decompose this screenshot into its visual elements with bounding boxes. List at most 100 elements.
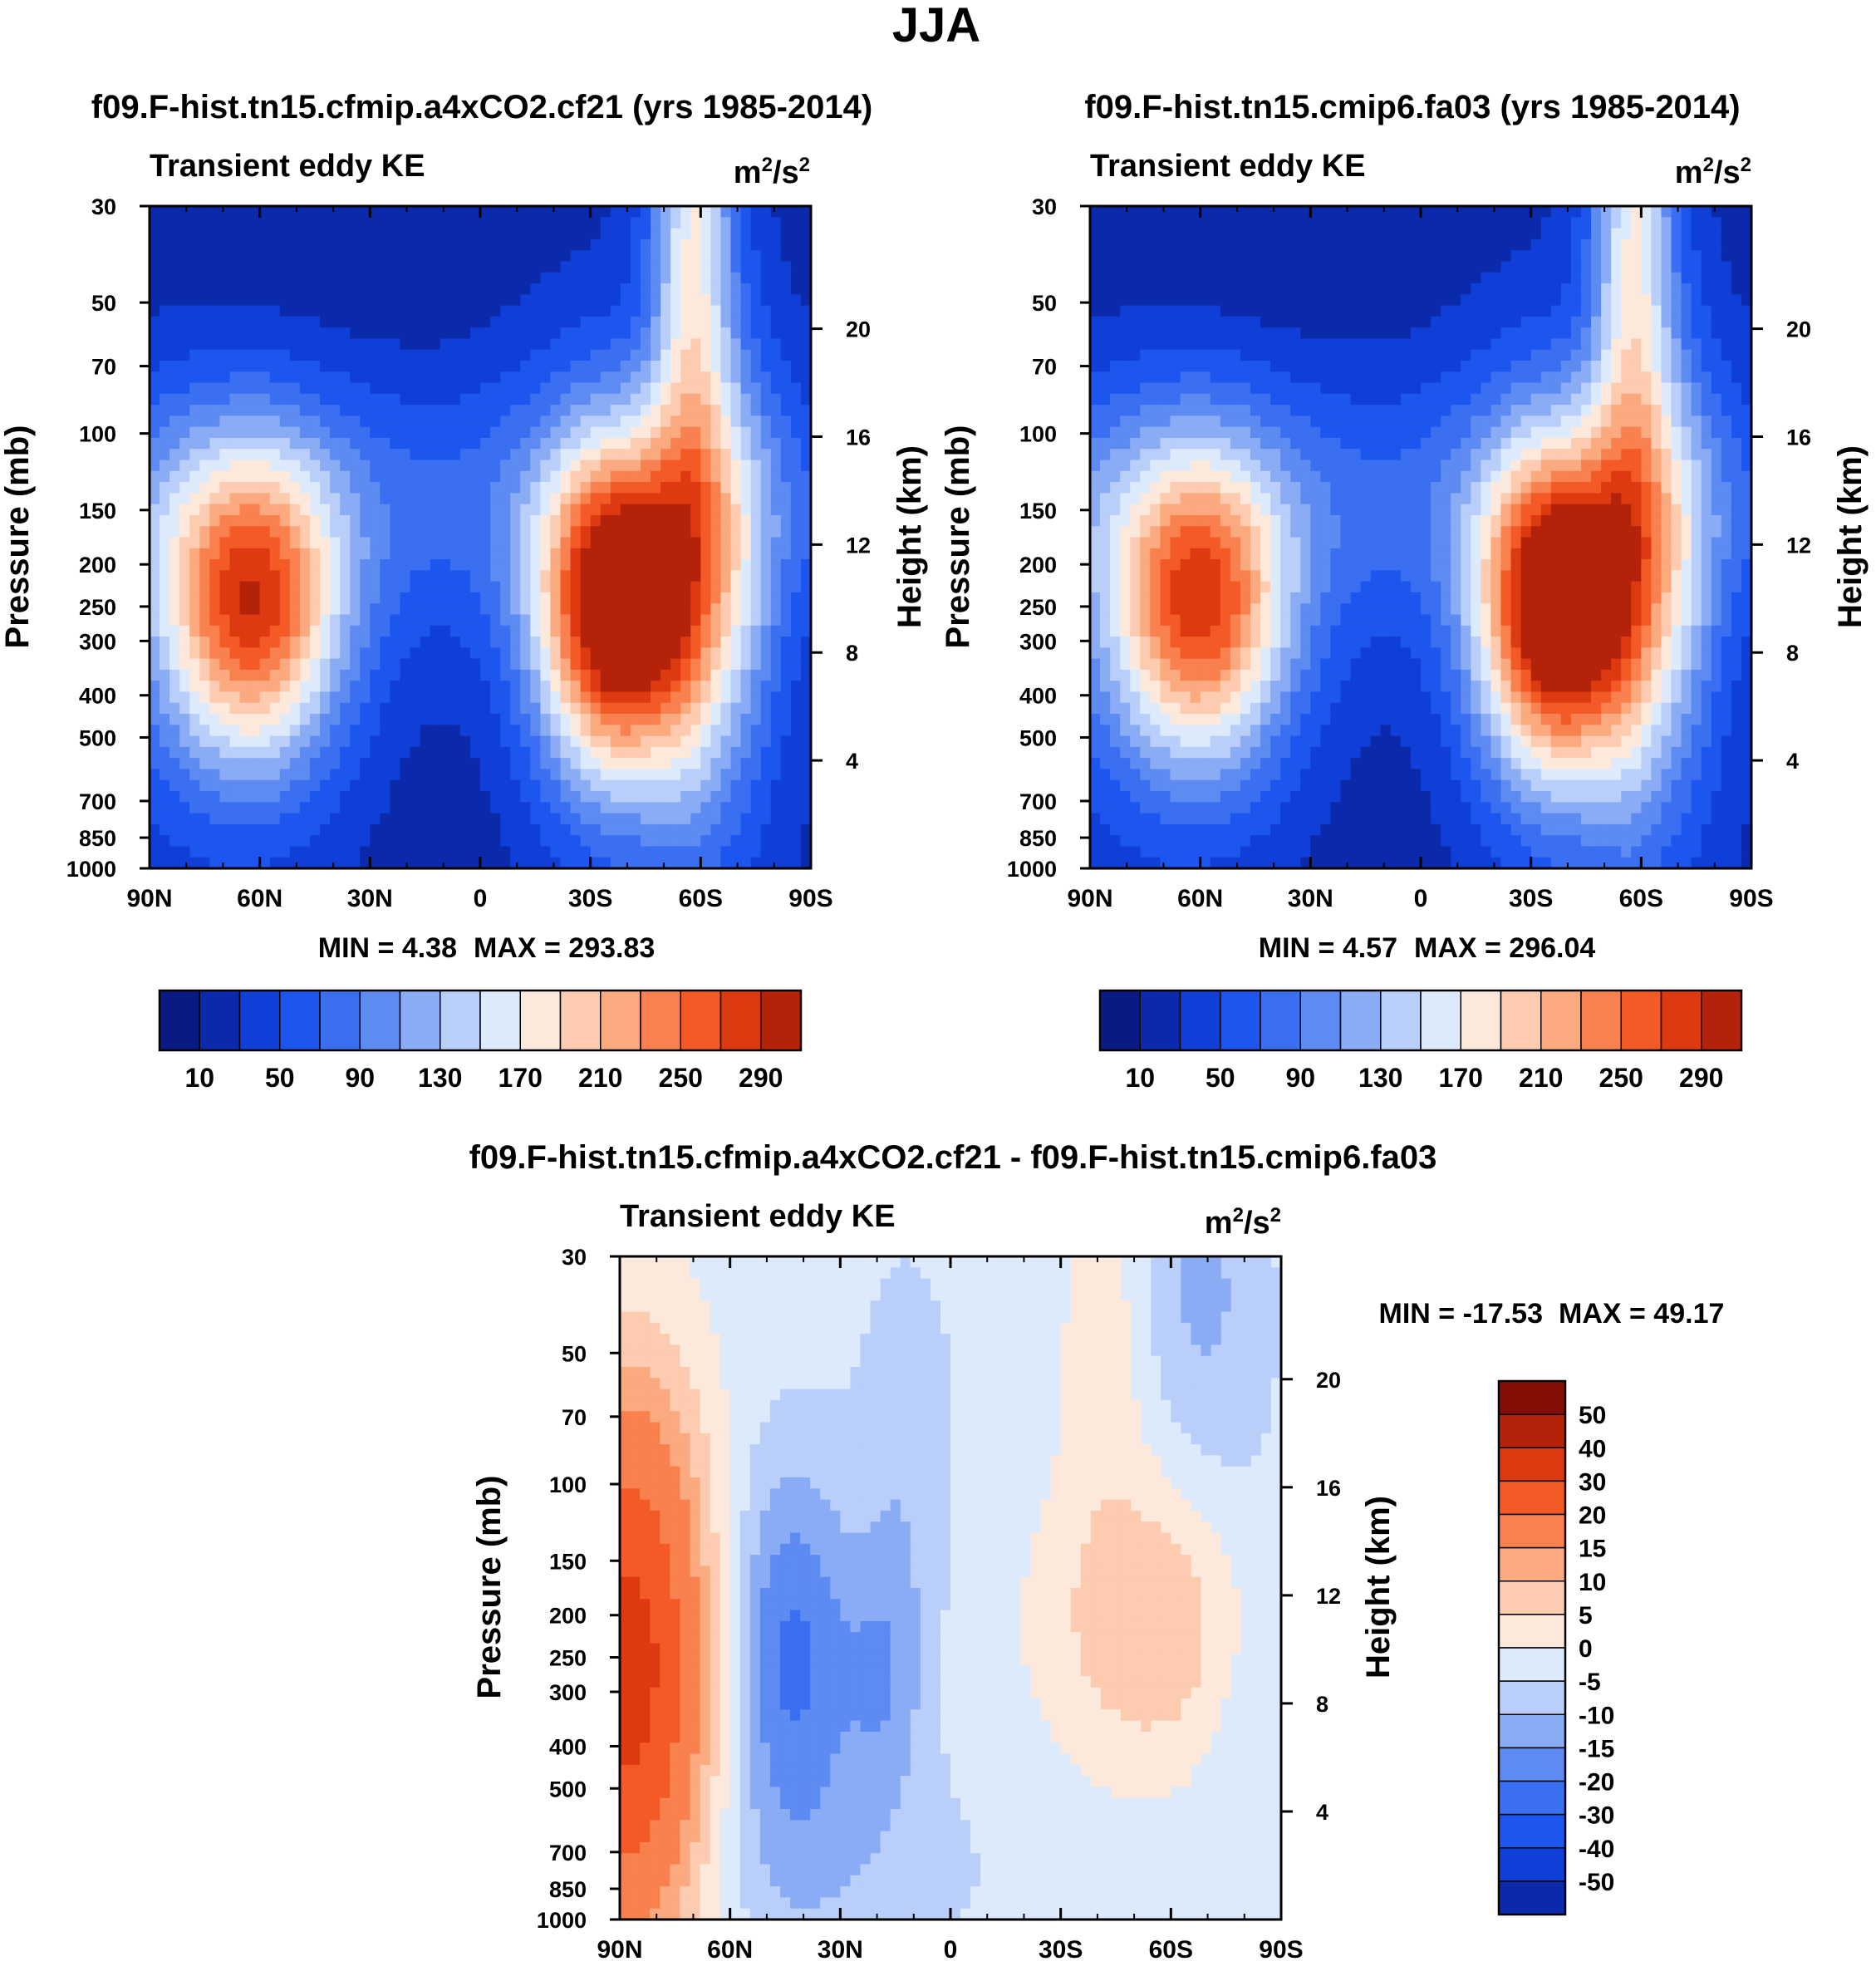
heat-cell — [490, 460, 501, 472]
heat-cell — [1530, 327, 1542, 339]
heat-cell — [750, 592, 762, 604]
heat-cell — [360, 548, 371, 560]
heat-cell — [249, 504, 261, 516]
heat-cell — [320, 548, 331, 560]
heat-cell — [580, 835, 592, 848]
heat-cell — [370, 426, 381, 439]
heat-cell — [199, 714, 210, 725]
heat-cell — [209, 415, 221, 428]
heat-cell — [490, 570, 501, 583]
heat-cell — [1461, 261, 1471, 273]
heat-cell — [530, 415, 541, 428]
heat-cell — [350, 493, 361, 505]
heat-cell — [1621, 305, 1632, 317]
panel-top-left: f09.F-hist.tn15.cfmip.a4xCO2.cf21 (yrs 1… — [0, 89, 928, 1093]
heat-cell — [390, 360, 401, 372]
heat-cell — [440, 426, 451, 439]
heat-cell — [800, 725, 812, 737]
heat-cell — [320, 681, 331, 693]
heat-cell — [530, 261, 541, 273]
heat-cell — [630, 835, 641, 848]
heat-cell — [1471, 338, 1481, 351]
heat-cell — [1410, 283, 1422, 295]
colorbar-box — [159, 990, 200, 1051]
heat-cell — [510, 746, 521, 759]
heat-cell — [600, 581, 611, 593]
heat-cell — [249, 526, 261, 538]
heat-cell — [169, 261, 180, 273]
heat-cell — [630, 272, 641, 284]
heat-cell — [550, 592, 562, 604]
heat-cell — [1180, 327, 1191, 339]
heat-cell — [500, 493, 511, 505]
heat-cell — [189, 493, 200, 505]
heat-cell — [229, 746, 241, 759]
heat-cell — [680, 537, 691, 549]
heat-cell — [189, 746, 200, 759]
heat-cell — [269, 823, 281, 836]
heat-cell — [420, 537, 431, 549]
heat-cell — [750, 548, 762, 560]
heat-cell — [449, 371, 461, 384]
heat-cell — [720, 305, 732, 317]
heat-cell — [1270, 228, 1281, 240]
heat-cell — [1520, 305, 1532, 317]
heat-cell — [1270, 305, 1281, 317]
heat-cell — [630, 206, 641, 218]
heat-cell — [340, 371, 351, 384]
heat-cell — [1240, 250, 1251, 263]
heat-cell — [620, 802, 631, 814]
heat-cell — [229, 570, 241, 583]
heat-cell — [1110, 305, 1121, 317]
heat-cell — [590, 857, 602, 869]
heat-cell — [490, 217, 501, 229]
heat-cell — [550, 382, 562, 395]
heat-cell — [730, 261, 742, 273]
heat-cell — [259, 813, 271, 825]
heat-cell — [680, 449, 691, 461]
heat-cell — [670, 217, 681, 229]
heat-cell — [661, 272, 671, 284]
heat-cell — [600, 437, 611, 450]
heat-cell — [150, 746, 160, 759]
heat-cell — [390, 857, 401, 869]
heat-cell — [710, 647, 722, 660]
heat-cell — [770, 526, 782, 538]
heat-cell — [410, 779, 421, 792]
heat-cell — [350, 758, 361, 770]
heat-cell — [800, 581, 812, 593]
heat-cell — [580, 283, 592, 295]
heat-cell — [1490, 206, 1502, 218]
heat-cell — [1310, 349, 1321, 361]
heat-cell — [169, 526, 180, 538]
heat-cell — [760, 857, 772, 869]
heat-cell — [730, 360, 742, 372]
heat-cell — [160, 813, 170, 825]
heat-cell — [490, 691, 501, 704]
heat-cell — [179, 725, 190, 737]
heat-cell — [550, 769, 562, 781]
heat-cell — [1631, 238, 1642, 251]
heat-cell — [520, 514, 531, 527]
heat-cell — [469, 393, 481, 406]
heat-cell — [510, 559, 521, 571]
heat-cell — [169, 349, 180, 361]
heat-cell — [560, 581, 572, 593]
heat-cell — [330, 415, 341, 428]
colorbar-box — [359, 990, 401, 1051]
heat-cell — [1500, 349, 1512, 361]
heat-cell — [580, 437, 592, 450]
heat-cell — [1130, 305, 1141, 317]
heat-cell — [179, 294, 190, 307]
heat-cell — [259, 470, 271, 483]
heat-cell — [1490, 327, 1502, 339]
heat-cell — [710, 614, 722, 627]
heat-cell — [480, 294, 491, 307]
heat-cell — [350, 238, 361, 251]
heat-cell — [760, 360, 772, 372]
heat-cell — [350, 504, 361, 516]
heat-cell — [420, 746, 431, 759]
heat-cell — [209, 614, 221, 627]
heat-cell — [320, 603, 331, 616]
heat-cell — [510, 823, 521, 836]
